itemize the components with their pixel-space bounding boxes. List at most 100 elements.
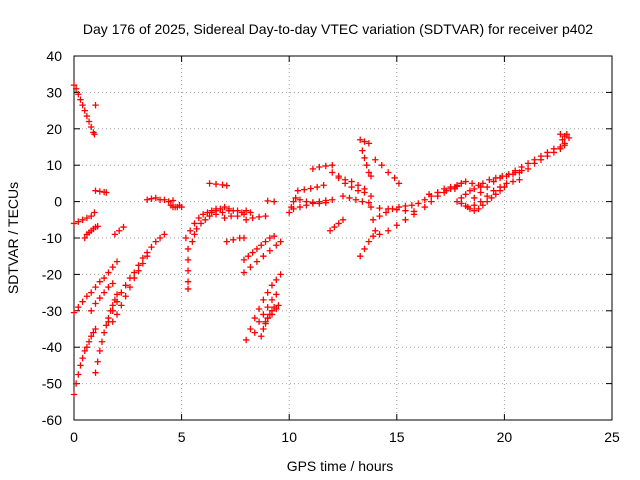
grid-lines bbox=[74, 56, 612, 420]
data-point bbox=[483, 183, 491, 191]
data-point bbox=[70, 309, 78, 316]
data-point bbox=[359, 147, 366, 154]
data-point bbox=[135, 267, 142, 274]
data-point bbox=[221, 214, 228, 222]
data-point bbox=[451, 183, 459, 191]
data-point bbox=[92, 187, 99, 194]
data-point bbox=[103, 322, 110, 329]
data-point bbox=[365, 238, 373, 245]
data-point bbox=[466, 187, 474, 194]
data-point bbox=[197, 220, 205, 227]
data-point bbox=[187, 227, 194, 234]
data-point bbox=[100, 274, 108, 282]
data-point bbox=[382, 209, 390, 216]
data-point bbox=[247, 325, 254, 333]
y-tick-label: 20 bbox=[46, 121, 62, 137]
data-point bbox=[143, 253, 151, 260]
data-point bbox=[471, 185, 478, 193]
data-point bbox=[131, 274, 138, 282]
data-point bbox=[322, 199, 329, 206]
data-point bbox=[79, 298, 86, 305]
data-point bbox=[90, 329, 97, 336]
data-point bbox=[402, 216, 409, 223]
data-point bbox=[365, 140, 373, 147]
data-point bbox=[223, 182, 230, 189]
data-point bbox=[251, 314, 258, 322]
data-point bbox=[428, 198, 435, 205]
data-point bbox=[223, 238, 230, 245]
data-point bbox=[260, 311, 267, 318]
data-point bbox=[242, 207, 250, 214]
y-tick-label: -30 bbox=[42, 303, 62, 319]
data-point bbox=[303, 202, 310, 209]
data-point bbox=[131, 269, 138, 276]
data-point bbox=[118, 302, 125, 309]
data-point bbox=[316, 200, 323, 207]
data-point bbox=[100, 289, 108, 296]
data-point bbox=[365, 169, 373, 176]
data-point bbox=[234, 212, 241, 220]
data-point bbox=[376, 204, 383, 212]
data-point bbox=[550, 145, 558, 153]
data-point bbox=[270, 232, 278, 240]
data-point bbox=[354, 182, 362, 189]
data-point bbox=[249, 249, 256, 256]
data-point bbox=[79, 216, 86, 223]
data-point bbox=[335, 172, 342, 180]
data-point bbox=[191, 220, 198, 227]
data-point bbox=[391, 174, 398, 182]
data-point bbox=[109, 318, 116, 325]
data-point bbox=[376, 231, 383, 238]
data-point bbox=[352, 196, 360, 203]
data-point bbox=[273, 305, 280, 313]
data-point bbox=[335, 220, 342, 227]
data-point bbox=[477, 198, 484, 205]
data-point bbox=[266, 234, 274, 242]
y-tick-label: 40 bbox=[46, 48, 62, 64]
data-point bbox=[81, 234, 88, 242]
data-point bbox=[468, 180, 476, 187]
data-point bbox=[109, 280, 116, 287]
data-point bbox=[70, 391, 78, 398]
data-point bbox=[348, 178, 355, 185]
data-point bbox=[225, 205, 233, 213]
data-point bbox=[245, 253, 252, 260]
y-tick-label: 30 bbox=[46, 84, 62, 100]
data-point bbox=[475, 205, 482, 213]
data-point bbox=[161, 231, 168, 238]
data-point bbox=[483, 192, 491, 200]
data-point bbox=[544, 149, 551, 156]
data-point bbox=[434, 189, 441, 196]
data-point bbox=[563, 131, 571, 138]
data-point bbox=[135, 262, 142, 269]
data-point bbox=[492, 174, 499, 182]
data-point bbox=[296, 196, 304, 203]
data-point bbox=[70, 81, 78, 89]
data-point bbox=[268, 311, 276, 318]
data-point bbox=[309, 165, 317, 173]
data-point bbox=[96, 188, 104, 195]
data-point bbox=[490, 187, 497, 194]
data-point bbox=[331, 223, 338, 231]
data-point bbox=[462, 191, 469, 198]
data-point bbox=[105, 269, 112, 276]
data-point bbox=[221, 203, 228, 211]
data-point bbox=[251, 329, 258, 336]
data-point bbox=[384, 169, 392, 176]
data-point bbox=[122, 282, 129, 289]
y-axis-title: SDTVAR / TECUs bbox=[5, 182, 21, 294]
data-point bbox=[182, 234, 190, 242]
data-point bbox=[240, 211, 248, 218]
data-point bbox=[96, 294, 104, 302]
data-point bbox=[255, 318, 263, 325]
data-point bbox=[96, 278, 104, 285]
data-point bbox=[240, 256, 248, 264]
data-point bbox=[301, 186, 308, 193]
data-point bbox=[83, 214, 91, 222]
data-point bbox=[206, 212, 213, 220]
data-point bbox=[408, 202, 416, 209]
data-point bbox=[72, 380, 80, 387]
data-point bbox=[464, 203, 472, 211]
data-point bbox=[83, 293, 91, 300]
